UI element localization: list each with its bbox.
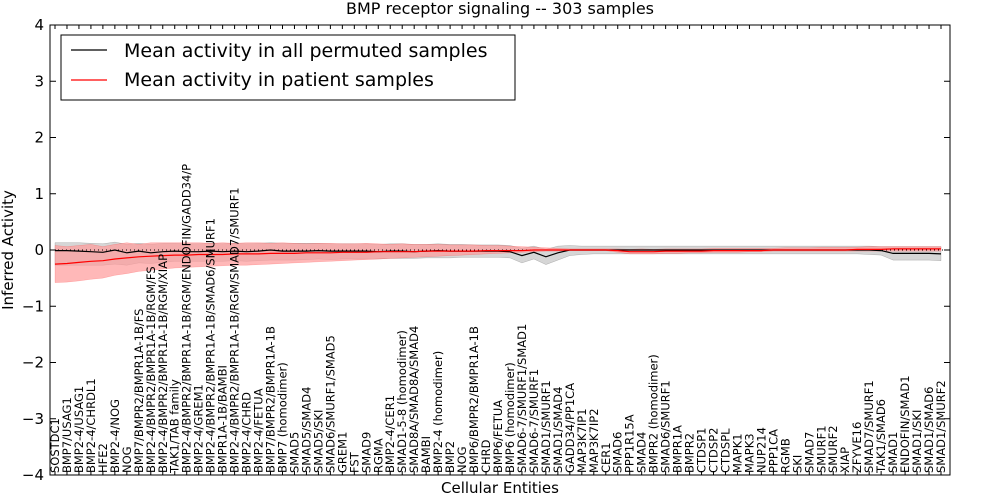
x-category-label: SMAD5 bbox=[288, 432, 302, 473]
x-category-label: NOG bbox=[120, 446, 134, 473]
x-category-label: CER1 bbox=[599, 442, 613, 473]
x-category-label: SMURF2 bbox=[826, 425, 840, 473]
x-category-label: SMAD1/SMAD6 bbox=[922, 387, 936, 473]
y-tick-label: 4 bbox=[34, 16, 44, 34]
x-category-label: SMAD8A/SMAD8A/SMAD4 bbox=[407, 326, 421, 473]
legend-label-patient: Mean activity in patient samples bbox=[124, 69, 434, 91]
y-tick-label: −3 bbox=[22, 410, 44, 428]
x-category-label: BMP2-4/BMPR2/BMPR1A-1B/SMAD6/SMURF1 bbox=[204, 218, 218, 473]
x-category-label: SMAD6 bbox=[611, 432, 625, 473]
x-category-label: SMURF1 bbox=[814, 425, 828, 473]
x-category-label: BMP2-4/NOG bbox=[108, 399, 122, 473]
x-category-label: TAK1/SMAD6 bbox=[874, 399, 888, 474]
x-category-label: BMPR2 bbox=[683, 433, 697, 473]
x-category-label: BMP2-4/FETUA bbox=[252, 388, 266, 473]
x-category-label: BMP2-4/CER1 bbox=[383, 395, 397, 473]
x-category-label: SMAD5/SMAD4 bbox=[299, 387, 313, 473]
x-category-label: SMAD1/SMURF1 bbox=[539, 380, 553, 473]
x-category-label: BMP2-4 (homodimer) bbox=[431, 351, 445, 473]
chart-title: BMP receptor signaling -- 303 samples bbox=[346, 0, 654, 18]
x-category-label: MAP3K7IP1 bbox=[575, 408, 589, 473]
x-category-label: SMAD6/SMURF1 bbox=[659, 380, 673, 473]
x-category-label: ZFYVE16 bbox=[850, 422, 864, 473]
x-category-label: XIAP bbox=[838, 447, 852, 473]
x-category-label: BMP2-4/GREM1 bbox=[192, 384, 206, 473]
x-category-label: SMAD7/SMURF1 bbox=[862, 380, 876, 473]
x-category-label: BMP2-4/BMPR2/BMPR1A-1B/RGM/XIAP bbox=[156, 254, 170, 473]
x-category-label: SMAD1/SKI bbox=[910, 410, 924, 473]
x-category-label: BMPR2 (homodimer) bbox=[647, 354, 661, 473]
y-tick-label: −1 bbox=[22, 297, 44, 315]
x-category-label: SMAD6-7/SMURF1 bbox=[527, 369, 541, 473]
y-tick-label: −4 bbox=[22, 466, 44, 484]
x-category-label: BMP2-4/BMPR2/BMPR1A-1B/RGM/ENDOFIN/GADD3… bbox=[180, 164, 194, 473]
x-category-label: BMP7/BMPR2/BMPR1A-1B/FS bbox=[132, 309, 146, 473]
y-tick-label: 2 bbox=[34, 129, 44, 147]
x-category-label: TAK1/TAB family bbox=[168, 379, 182, 474]
x-category-label: BMP2-4/BMPR2/BMPR1A-1B/RGM/FS bbox=[144, 266, 158, 473]
x-category-label: SOSTDC1 bbox=[48, 418, 62, 473]
x-category-label: SMAD4 bbox=[635, 432, 649, 473]
legend-box bbox=[60, 34, 516, 101]
x-category-label: SMAD1/SMURF2 bbox=[934, 380, 948, 473]
confidence-bands bbox=[54, 241, 942, 283]
x-category-label: BMP2-4/BMPR2/BMPR1A-1B/RGM/SMAD7/SMURF1 bbox=[228, 187, 242, 473]
x-category-label: CHRD bbox=[479, 439, 493, 473]
x-category-label: HFE2 bbox=[96, 443, 110, 473]
x-category-label: ENDOFIN/SMAD1 bbox=[898, 375, 912, 473]
x-category-label: BMP2-4/CHRD bbox=[240, 392, 254, 473]
y-tick-label: 1 bbox=[34, 185, 44, 203]
y-axis-ticks: 4 3 2 1 0 −1 −2 −3 −4 bbox=[22, 16, 950, 484]
x-axis-category-labels: SOSTDC1BMP7/USAG1BMP2-4/USAG1BMP2-4/CHRD… bbox=[48, 25, 948, 475]
x-category-label: SMAD6-7/SMURF1/SMAD1 bbox=[515, 324, 529, 473]
x-category-label: MAPK1 bbox=[731, 433, 745, 473]
x-category-label: PPP1CA bbox=[766, 429, 780, 473]
x-category-label: NUP214 bbox=[754, 427, 768, 473]
x-category-label: BAMBI bbox=[419, 436, 433, 473]
y-tick-label: −2 bbox=[22, 354, 44, 372]
y-tick-label: 0 bbox=[34, 241, 44, 259]
x-category-label: BMP7/USAG1 bbox=[60, 397, 74, 473]
line-patient bbox=[54, 248, 941, 265]
x-category-label: BMP6 (homodimer) bbox=[503, 362, 517, 473]
x-category-label: FST bbox=[347, 451, 361, 473]
legend: Mean activity in all permuted samples Me… bbox=[60, 34, 516, 101]
x-category-label: SMAD7 bbox=[802, 432, 816, 473]
x-category-label: SMAD1-5-8 (homodimer) bbox=[395, 330, 409, 473]
y-axis-title: Inferred Activity bbox=[0, 190, 17, 310]
x-category-label: BMP2-4/USAG1 bbox=[72, 386, 86, 473]
x-category-label: NOG bbox=[455, 446, 469, 473]
legend-label-permuted: Mean activity in all permuted samples bbox=[124, 40, 487, 62]
x-category-label: CTDSP1 bbox=[695, 428, 709, 473]
x-category-label: BMP7 (homodimer) bbox=[276, 362, 290, 473]
x-category-label: RGMB bbox=[778, 438, 792, 473]
x-category-label: BMP2-4/CHRDL1 bbox=[84, 378, 98, 473]
x-category-label: SKI bbox=[790, 455, 804, 473]
y-tick-label: 3 bbox=[34, 72, 44, 90]
x-category-label: GADD34/PP1CA bbox=[563, 383, 577, 473]
x-category-label: GREM1 bbox=[335, 432, 349, 473]
x-category-label: BMPR1A bbox=[671, 425, 685, 473]
x-category-label: BMP6/BMPR2/BMPR1A-1B bbox=[467, 326, 481, 473]
x-category-label: BMP7/BMPR2/BMPR1A-1B bbox=[264, 326, 278, 473]
x-category-label: MAPK3 bbox=[742, 433, 756, 473]
x-category-label: BMPR1A-1B/BAMBI bbox=[216, 365, 230, 473]
x-category-label: SMAD9 bbox=[359, 432, 373, 473]
x-category-label: SMAD6/SMURF1/SMAD5 bbox=[323, 335, 337, 473]
x-category-label: CTDSP2 bbox=[707, 428, 721, 473]
x-category-label: MAP3K7IP2 bbox=[587, 408, 601, 473]
series-lines bbox=[54, 248, 942, 265]
band-patient bbox=[54, 242, 942, 283]
x-category-label: BMP2 bbox=[443, 441, 457, 473]
x-category-label: CTDSPL bbox=[719, 428, 733, 473]
x-category-label: PPP1R15A bbox=[623, 414, 637, 473]
x-category-label: SMAD1 bbox=[886, 432, 900, 473]
x-axis-title: Cellular Entities bbox=[441, 479, 559, 497]
x-category-label: SMAD5/SKI bbox=[311, 410, 325, 473]
x-category-label: BMP6/FETUA bbox=[491, 400, 505, 473]
x-category-label: RGMA bbox=[371, 438, 385, 473]
x-category-label: SMAD1/SMAD4 bbox=[551, 387, 565, 473]
